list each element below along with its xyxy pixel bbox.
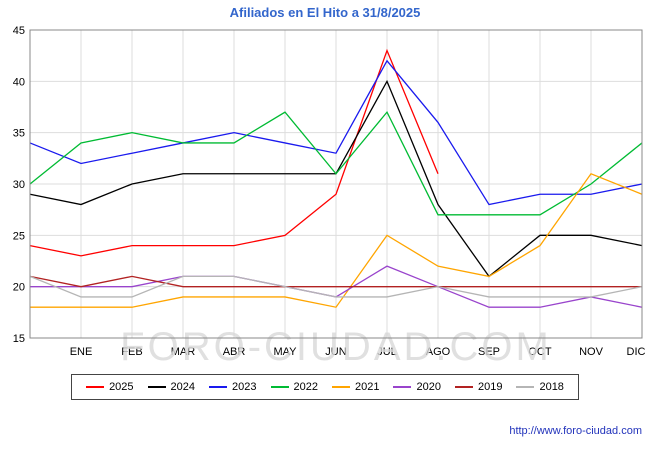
legend-label-2020: 2020 (416, 381, 441, 393)
legend-label-2025: 2025 (109, 381, 134, 393)
legend-item-2021: 2021 (332, 381, 379, 393)
line-chart: 15 20 25 30 35 40 45 ENE FEB MAR ABR MAY JUN JUL AGO SE… (13, 25, 646, 367)
legend-label-2022: 2022 (293, 381, 318, 393)
legend-label-2021: 2021 (355, 381, 380, 393)
legend-item-2025: 2025 (86, 381, 134, 393)
y-tick-label: 30 (13, 179, 25, 191)
y-tick-label: 35 (13, 128, 25, 140)
legend-swatch-2024 (147, 386, 166, 388)
legend-swatch-2018 (516, 386, 535, 388)
legend-label-2019: 2019 (477, 381, 503, 393)
legend-swatch-2023 (209, 386, 228, 388)
y-tick-label: 40 (13, 76, 25, 88)
x-tick-label: DIC (627, 346, 646, 358)
chart-title: Afiliados en El Hito a 31/8/2025 (229, 5, 421, 20)
legend-label-2024: 2024 (170, 381, 196, 393)
legend-item-2022: 2022 (270, 381, 318, 393)
x-tick-label: MAY (273, 346, 297, 358)
legend: 2025 2024 2023 2022 2021 2020 2019 2018 (71, 374, 579, 400)
legend-swatch-2021 (332, 386, 350, 388)
x-tick-label: MAR (171, 346, 196, 358)
x-tick-label: ENE (70, 346, 93, 358)
series-line-2023 (29, 59, 643, 206)
legend-swatch-2020 (393, 386, 412, 388)
y-tick-label: 25 (13, 230, 25, 242)
legend-item-2023: 2023 (209, 381, 257, 393)
legend-label-2023: 2023 (232, 381, 257, 393)
x-tick-label: JUL (377, 346, 397, 358)
legend-item-2024: 2024 (147, 381, 196, 393)
series-line-2018 (29, 275, 643, 298)
watermark: FORO-CIUDAD.COM (120, 325, 552, 367)
x-tick-label: JUN (325, 346, 346, 358)
x-tick-label: AGO (426, 346, 451, 358)
legend-item-2020: 2020 (393, 381, 441, 393)
y-tick-label: 20 (13, 282, 25, 294)
legend-item-2019: 2019 (454, 381, 503, 393)
legend-item-2018: 2018 (516, 381, 564, 393)
x-tick-label: FEB (121, 346, 142, 358)
y-tick-label: 15 (13, 333, 25, 345)
legend-swatch-2025 (86, 386, 105, 388)
plot-frame (29, 29, 643, 339)
x-tick-label: OCT (528, 346, 552, 358)
series-line-2022 (29, 110, 643, 216)
series-line-2021 (30, 172, 643, 308)
legend-wrap: 2025 2024 2023 2022 2021 2020 2019 2018 (0, 374, 650, 400)
website-link[interactable]: http://www.foro-ciudad.com (509, 425, 642, 437)
x-tick-label: SEP (478, 346, 500, 358)
series-line-2025 (29, 48, 439, 257)
legend-label-2018: 2018 (539, 381, 564, 393)
series-line-2019 (29, 275, 642, 288)
x-tick-label: NOV (579, 346, 604, 358)
x-tick-label: ABR (223, 346, 246, 358)
legend-swatch-2022 (270, 386, 289, 388)
y-tick-label: 45 (13, 25, 25, 37)
legend-swatch-2019 (454, 386, 473, 388)
